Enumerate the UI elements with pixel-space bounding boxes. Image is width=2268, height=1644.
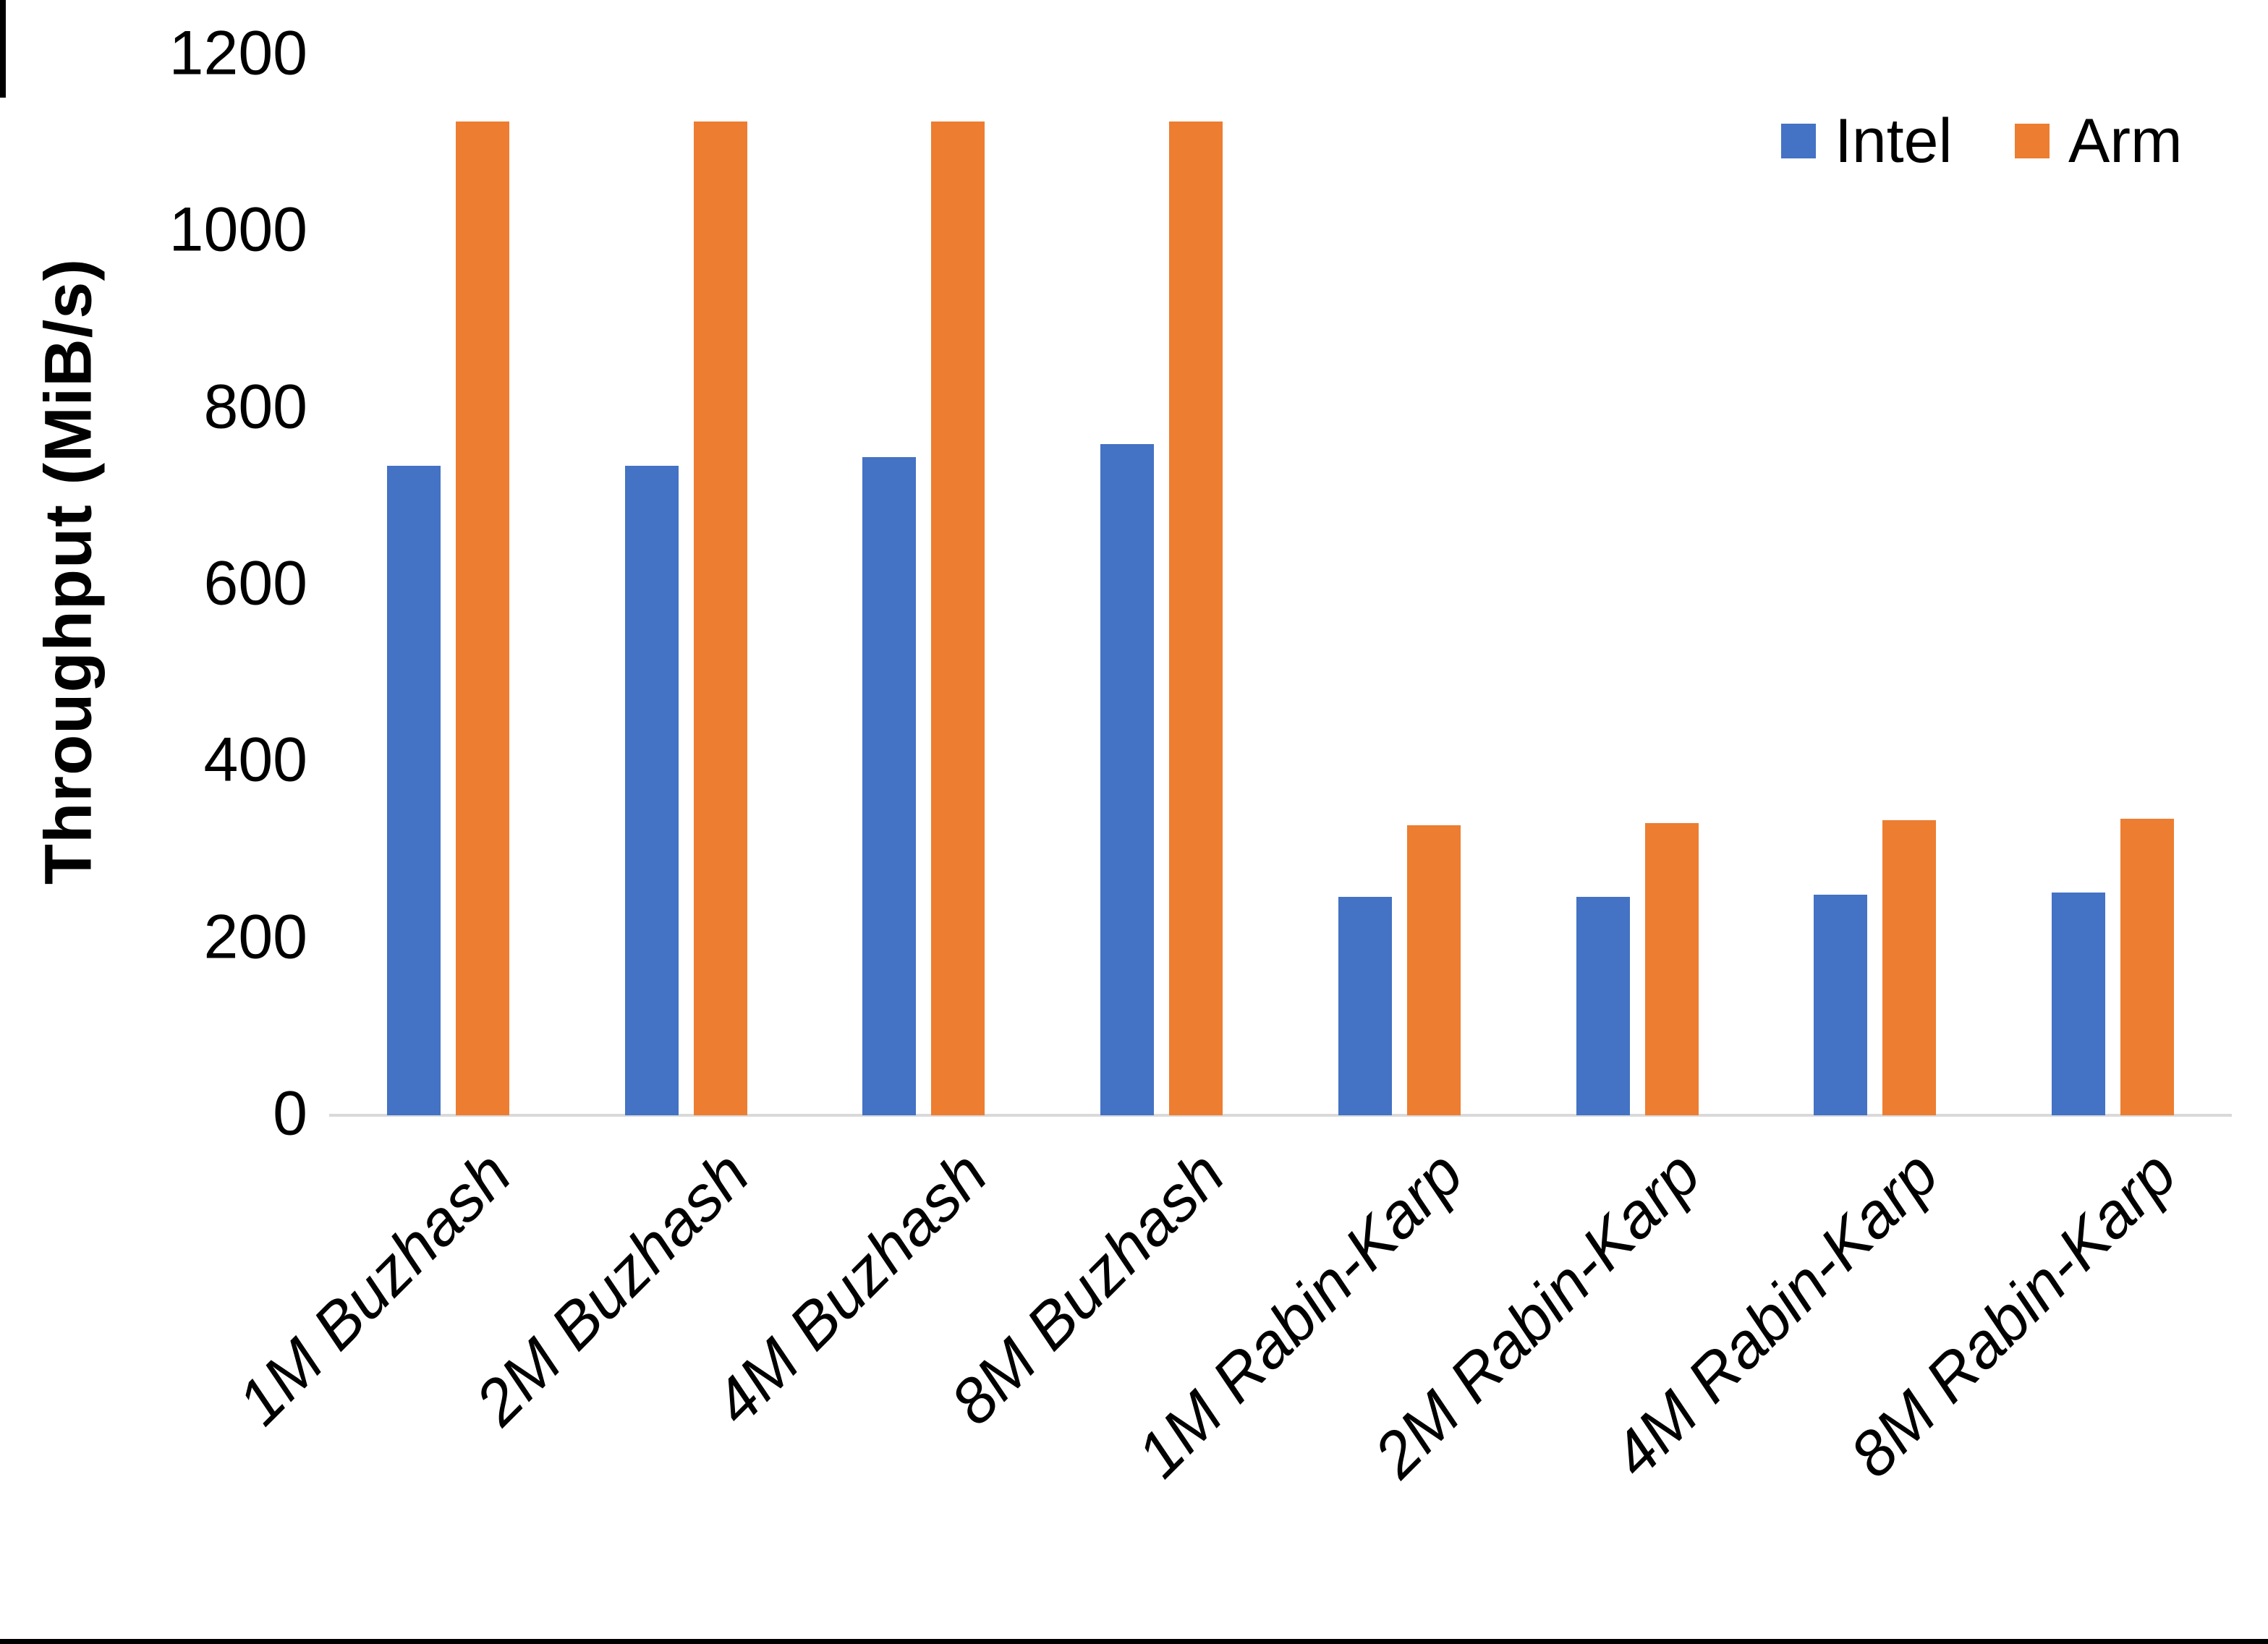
y-tick-label: 800 xyxy=(203,372,308,442)
bar-arm-6 xyxy=(1644,822,1699,1115)
legend-item-intel: Intel xyxy=(1781,110,1953,172)
bar-arm-3 xyxy=(931,121,985,1115)
bar-intel-7 xyxy=(1814,894,1868,1115)
bar-arm-7 xyxy=(1882,819,1937,1115)
bar-arm-8 xyxy=(2120,818,2175,1115)
y-tick-label: 0 xyxy=(273,1078,307,1149)
bar-arm-5 xyxy=(1406,825,1461,1115)
y-tick-label: 200 xyxy=(203,902,308,972)
y-tick-label: 1200 xyxy=(169,18,307,88)
bar-arm-1 xyxy=(455,121,509,1115)
y-tick-label: 600 xyxy=(203,548,308,618)
bar-intel-8 xyxy=(2052,893,2106,1115)
screenshot-left-edge-artifact xyxy=(0,0,6,98)
legend-label-arm: Arm xyxy=(2068,106,2183,176)
bar-arm-4 xyxy=(1169,121,1223,1115)
bar-intel-4 xyxy=(1100,443,1155,1115)
bar-intel-5 xyxy=(1338,897,1392,1115)
legend-item-arm: Arm xyxy=(2015,110,2183,172)
bar-intel-6 xyxy=(1576,897,1630,1115)
y-tick-label: 1000 xyxy=(169,195,307,265)
screenshot-bottom-border xyxy=(0,1639,2268,1644)
legend-swatch-arm xyxy=(2015,124,2050,158)
bar-intel-3 xyxy=(862,456,917,1115)
bar-intel-2 xyxy=(624,466,679,1115)
x-axis-line xyxy=(329,1114,2232,1117)
bar-intel-1 xyxy=(386,466,441,1115)
y-tick-label: 400 xyxy=(203,725,308,795)
legend-label-intel: Intel xyxy=(1835,106,1953,176)
bar-arm-2 xyxy=(693,121,747,1115)
y-axis-title: Throughput (MiB/s) xyxy=(31,257,106,885)
legend-swatch-intel xyxy=(1781,124,1816,158)
